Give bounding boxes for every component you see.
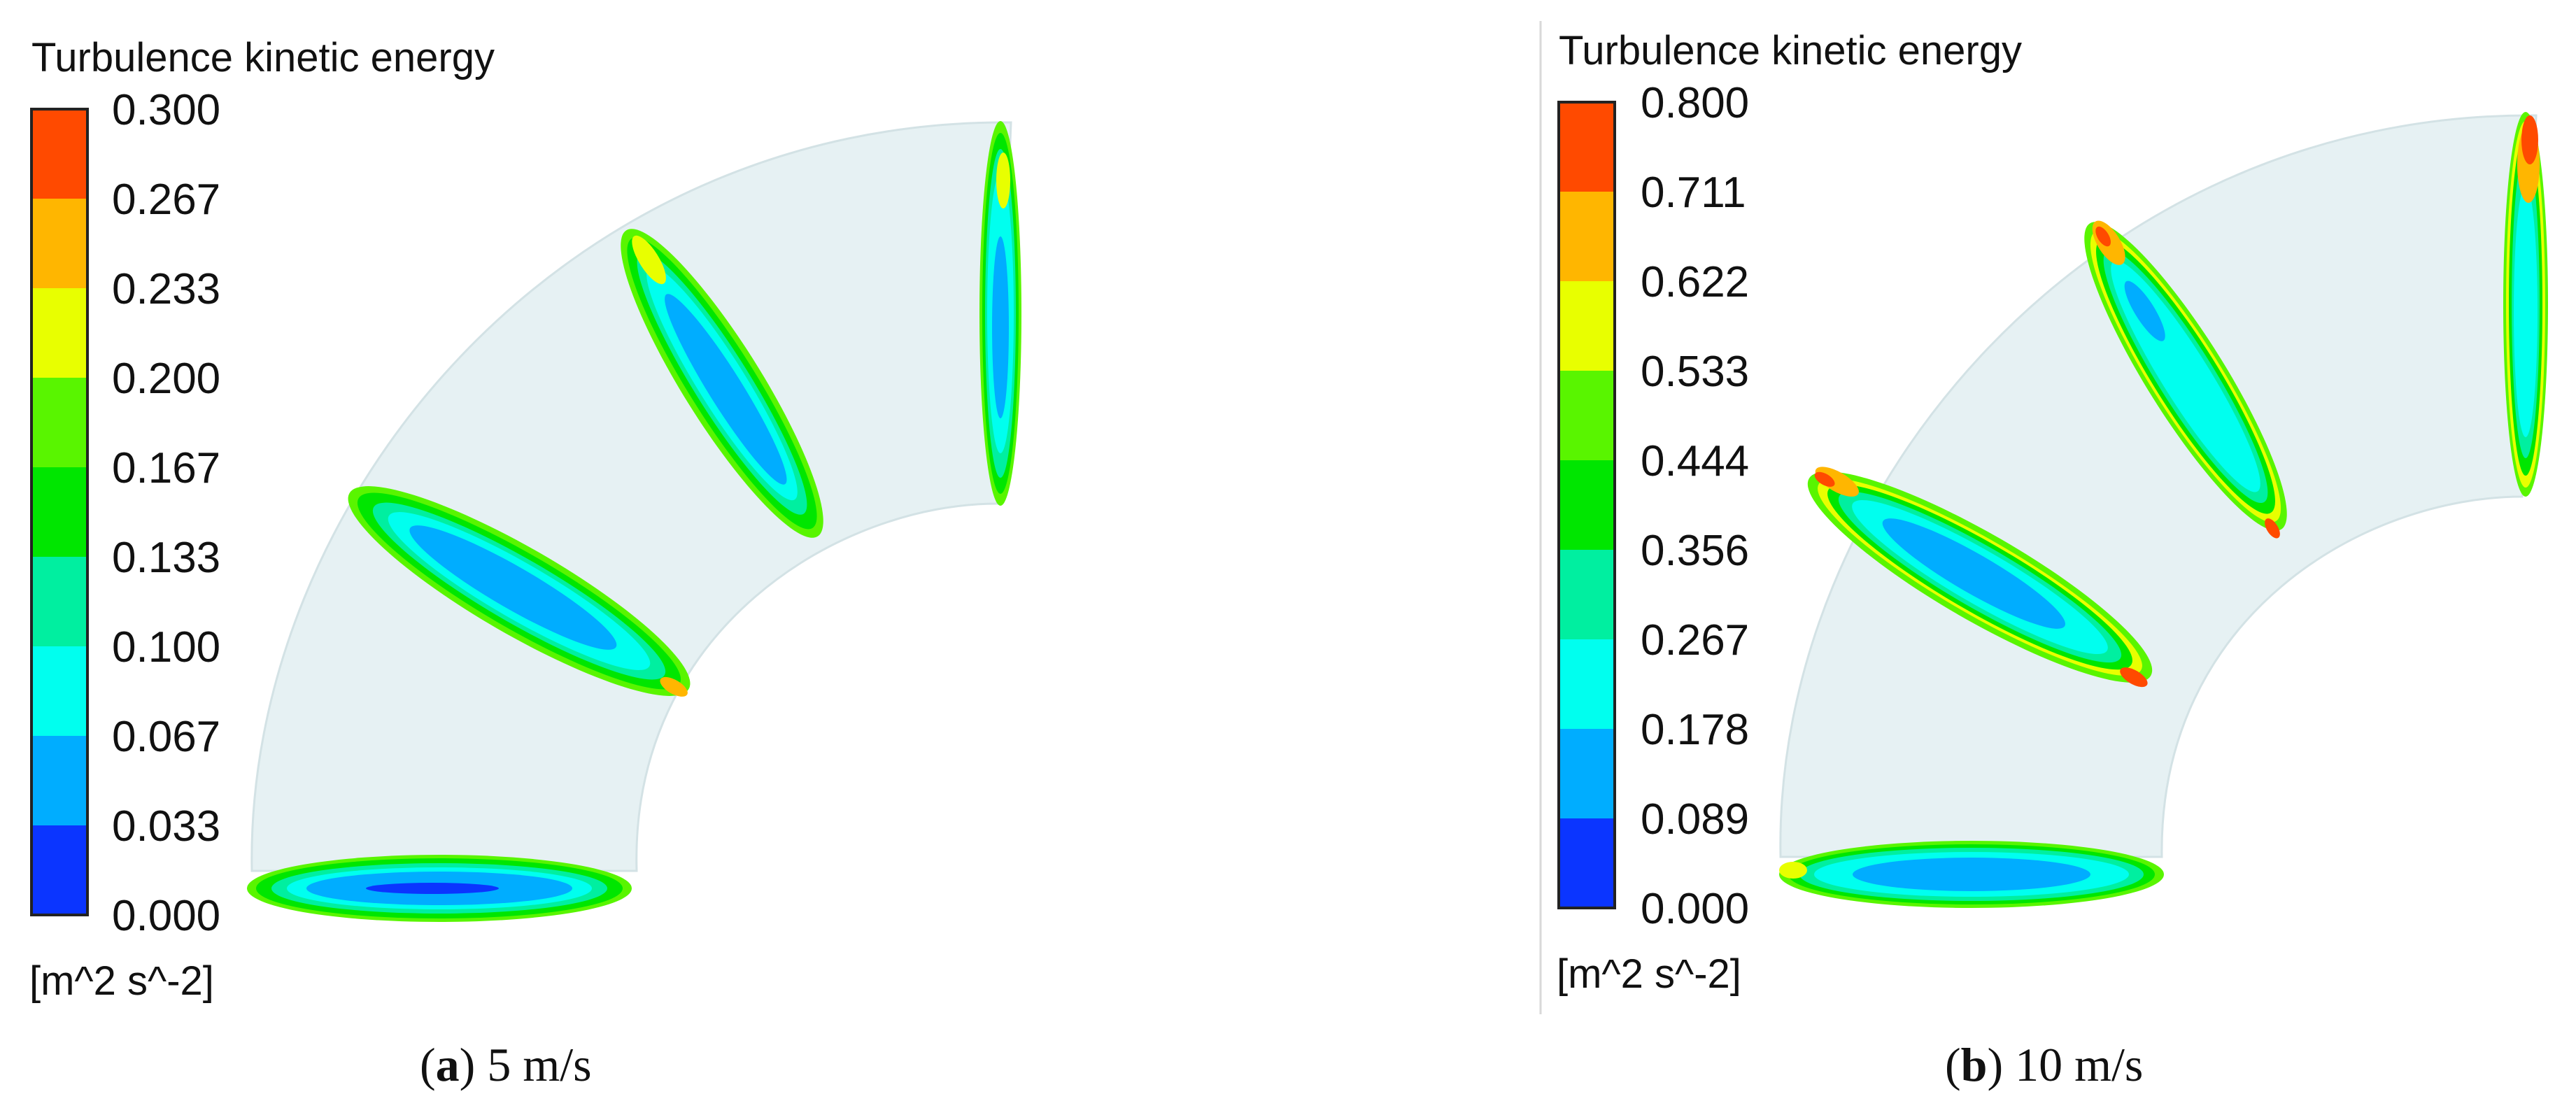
colorbar-b-band-9 bbox=[1559, 102, 1615, 192]
legend-title-b: Turbulence kinetic energy bbox=[1559, 28, 2022, 73]
unit-label-b: [m^2 s^-2] bbox=[1557, 951, 1741, 997]
tick-label: 0.067 bbox=[112, 713, 220, 761]
tick-label: 0.178 bbox=[1641, 706, 1749, 754]
section-b-1 bbox=[1807, 467, 2153, 688]
colorbar-b-frame bbox=[1557, 101, 1616, 909]
tick-label: 0.711 bbox=[1641, 169, 1746, 217]
colorbar-b-band-5 bbox=[1559, 460, 1615, 550]
colorbar-b-band-4 bbox=[1559, 550, 1615, 639]
tick-label: 0.000 bbox=[112, 892, 220, 940]
tick-label: 0.267 bbox=[112, 176, 220, 224]
section-b-outlet bbox=[2503, 112, 2548, 497]
colorbar-b-band-3 bbox=[1559, 639, 1615, 729]
tick-label: 0.233 bbox=[112, 265, 220, 313]
tick-label: 0.444 bbox=[1641, 437, 1749, 485]
section-b-2 bbox=[2084, 220, 2287, 539]
colorbar-a-band-2 bbox=[31, 736, 87, 825]
panel-b: Turbulence kinetic energy 0.800 0.711 0.… bbox=[1557, 28, 2548, 1091]
caption-b-letter: b bbox=[1961, 1038, 1988, 1091]
section-b-inlet bbox=[1779, 841, 2164, 908]
tick-label: 0.200 bbox=[112, 355, 220, 403]
caption-b-text: 10 m/s bbox=[2003, 1038, 2143, 1091]
tick-label: 0.622 bbox=[1641, 258, 1749, 306]
colorbar-a-band-4 bbox=[31, 557, 87, 646]
colorbar-b-ticks: 0.800 0.711 0.622 0.533 0.444 0.356 0.26… bbox=[1641, 79, 1749, 933]
section-a-2 bbox=[621, 229, 823, 538]
caption-a: (a) 5 m/s bbox=[420, 1038, 592, 1091]
pipe-elbow-a bbox=[250, 121, 1012, 872]
tick-label: 0.533 bbox=[1641, 348, 1749, 396]
caption-a-letter: a bbox=[436, 1038, 460, 1091]
tick-label: 0.167 bbox=[112, 444, 220, 492]
colorbar-b-band-1 bbox=[1559, 818, 1615, 908]
tick-label: 0.100 bbox=[112, 623, 220, 672]
colorbar-b-band-2 bbox=[1559, 729, 1615, 818]
tick-label: 0.356 bbox=[1641, 527, 1749, 575]
colorbar-a-band-1 bbox=[31, 825, 87, 915]
panel-a: Turbulence kinetic energy 0.300 0.267 0.… bbox=[29, 35, 1021, 1091]
unit-label-a: [m^2 s^-2] bbox=[29, 958, 214, 1004]
caption-a-text: 5 m/s bbox=[475, 1038, 591, 1091]
section-a-1 bbox=[348, 486, 691, 697]
colorbar-a-band-9 bbox=[31, 109, 87, 199]
tick-label: 0.089 bbox=[1641, 795, 1749, 844]
pipe-elbow-b bbox=[1779, 114, 2538, 858]
colorbar-b-band-7 bbox=[1559, 281, 1615, 371]
colorbar-a-band-8 bbox=[31, 199, 87, 288]
colorbar-a-ticks: 0.300 0.267 0.233 0.200 0.167 0.133 0.10… bbox=[112, 86, 220, 940]
colorbar-a-band-3 bbox=[31, 646, 87, 736]
colorbar-b bbox=[1557, 101, 1616, 909]
legend-title-a: Turbulence kinetic energy bbox=[31, 35, 495, 80]
colorbar-a-band-5 bbox=[31, 467, 87, 557]
tick-label: 0.800 bbox=[1641, 79, 1749, 127]
tick-label: 0.033 bbox=[112, 802, 220, 851]
colorbar-b-band-8 bbox=[1559, 192, 1615, 281]
section-a-outlet bbox=[979, 121, 1021, 506]
tick-label: 0.000 bbox=[1641, 885, 1749, 933]
caption-b: (b) 10 m/s bbox=[1945, 1038, 2143, 1091]
tick-label: 0.133 bbox=[112, 534, 220, 582]
section-a-inlet bbox=[247, 855, 632, 922]
tick-label: 0.267 bbox=[1641, 616, 1749, 665]
tick-label: 0.300 bbox=[112, 86, 220, 134]
colorbar-a-band-6 bbox=[31, 378, 87, 467]
colorbar-a bbox=[30, 108, 89, 916]
colorbar-a-band-7 bbox=[31, 288, 87, 378]
colorbar-b-band-6 bbox=[1559, 371, 1615, 460]
colorbar-a-frame bbox=[30, 108, 89, 916]
